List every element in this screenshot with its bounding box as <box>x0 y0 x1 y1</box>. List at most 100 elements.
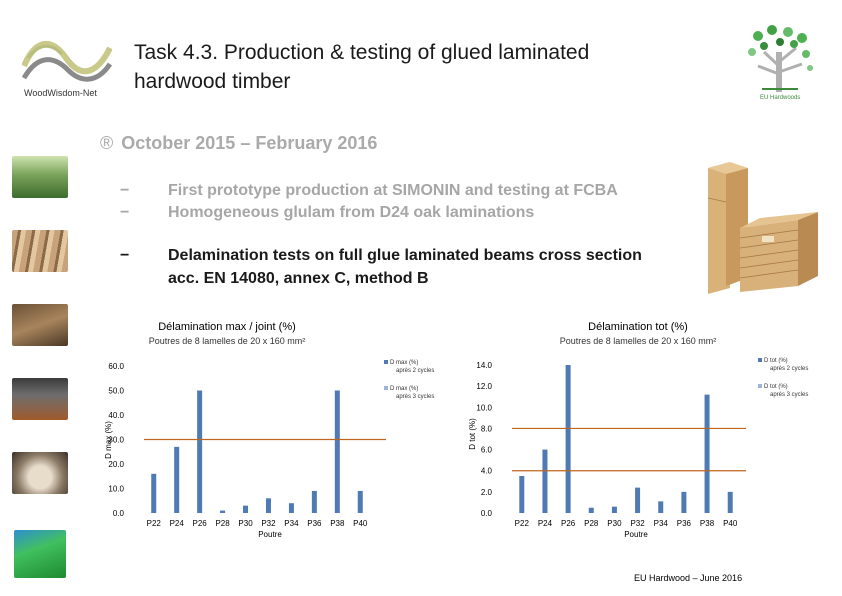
legend-label: D max (%) <box>390 360 418 366</box>
x-axis-ticks: P22 P24 P26 P28 P30 P32 P34 P36 P38 P40 <box>515 519 738 528</box>
beam-photo <box>12 378 68 420</box>
bar-p28 <box>220 510 226 513</box>
bullet-text: First prototype production at SIMONIN an… <box>168 182 618 199</box>
bar-p40 <box>357 490 363 513</box>
y-tick-label: 0.0 <box>481 509 493 518</box>
y-tick-label: 12.0 <box>476 382 492 391</box>
y-axis-ticks: 0.0 10.0 20.0 30.0 40.0 50.0 60.0 <box>108 362 124 518</box>
x-tick-label: P38 <box>330 519 345 528</box>
bar-p30 <box>243 505 249 513</box>
eu-hardwoods-caption: EU Hardwoods <box>760 95 801 101</box>
x-tick-label: P24 <box>538 519 553 528</box>
y-tick-label: 8.0 <box>481 424 493 433</box>
bullet-dash: − <box>120 204 130 221</box>
woodwisdom-wave-icon <box>21 40 113 82</box>
bar-p32 <box>265 498 271 513</box>
legend: D tot (%) après 2 cycles D tot (%) après 3 … <box>758 358 808 398</box>
x-tick-label: P34 <box>284 519 299 528</box>
bullet-dash: − <box>120 182 130 199</box>
bullet-text: Delamination tests on full glue laminate… <box>168 247 642 264</box>
chart-subtitle: Poutres de 8 lamelles de 20 x 160 mm² <box>149 336 306 346</box>
x-axis-ticks: P22 P24 P26 P28 P30 P32 P34 P36 P38 P40 <box>147 519 368 528</box>
x-tick-label: P26 <box>193 519 208 528</box>
bullet-dash: − <box>120 247 130 264</box>
bar-p34 <box>288 503 294 513</box>
y-tick-label: 40.0 <box>108 411 124 420</box>
x-tick-label: P32 <box>261 519 276 528</box>
registered-symbol: ® <box>100 133 114 153</box>
x-tick-label: P26 <box>561 519 576 528</box>
y-axis-ticks: 0.0 2.0 4.0 6.0 8.0 10.0 12.0 14.0 <box>476 361 492 518</box>
x-tick-label: P24 <box>170 519 185 528</box>
x-tick-label: P22 <box>147 519 162 528</box>
date-range-line: ® October 2015 – February 2016 <box>100 133 377 154</box>
y-axis-label: D max (%) <box>104 421 113 459</box>
y-tick-label: 4.0 <box>481 467 493 476</box>
y-tick-label: 0.0 <box>113 509 125 518</box>
legend-label-line2: après 2 cycles <box>770 366 808 372</box>
y-axis-label: D tot (%) <box>468 418 477 450</box>
bar-p34 <box>658 501 664 513</box>
bar-p26 <box>565 365 571 513</box>
x-tick-label: P28 <box>215 519 230 528</box>
bar-p22 <box>151 473 157 513</box>
bar-p32 <box>635 487 641 513</box>
x-tick-label: P36 <box>677 519 692 528</box>
legend: D max (%) après 2 cycles D max (%) après 3 … <box>384 360 434 400</box>
x-tick-label: P22 <box>515 519 530 528</box>
legend-label: D tot (%) <box>764 358 788 364</box>
x-tick-label: P30 <box>607 519 622 528</box>
y-tick-label: 10.0 <box>476 403 492 412</box>
legend-swatch <box>384 360 388 364</box>
legend-label-line2: après 2 cycles <box>396 368 434 374</box>
y-tick-label: 50.0 <box>108 387 124 396</box>
bars <box>519 365 733 513</box>
bar-p38 <box>704 394 710 513</box>
glulam-beam-photo <box>700 158 840 298</box>
x-tick-label: P40 <box>353 519 368 528</box>
bar-p36 <box>681 491 687 513</box>
legend-label: D max (%) <box>390 386 418 392</box>
bar-p28 <box>588 507 594 513</box>
reference-lines <box>512 427 746 472</box>
x-axis-label: Poutre <box>258 530 282 539</box>
x-tick-label: P38 <box>700 519 715 528</box>
chart-title: Délamination max / joint (%) <box>158 321 296 333</box>
delamination-tot-chart: Délamination tot (%) Poutres de 8 lamell… <box>468 321 808 539</box>
chart-subtitle: Poutres de 8 lamelles de 20 x 160 mm² <box>560 336 717 346</box>
sawmill-photo <box>12 452 68 494</box>
legend-swatch <box>758 384 762 388</box>
simulation-model-image <box>14 530 66 578</box>
x-tick-label: P36 <box>307 519 322 528</box>
bar-p38 <box>334 390 340 513</box>
y-tick-label: 20.0 <box>108 460 124 469</box>
legend-label-line2: après 3 cycles <box>396 394 434 400</box>
y-tick-label: 30.0 <box>108 436 124 445</box>
date-range: October 2015 – February 2016 <box>121 133 378 153</box>
x-tick-label: P32 <box>630 519 645 528</box>
bullet-text: acc. EN 14080, annex C, method B <box>168 270 429 287</box>
bar-p36 <box>311 490 317 513</box>
bar-p26 <box>197 390 203 513</box>
woodwisdom-caption: WoodWisdom-Net <box>24 88 97 98</box>
x-tick-label: P28 <box>584 519 599 528</box>
tree-icon <box>748 25 813 92</box>
woodwisdom-logo: WoodWisdom-Net <box>21 28 113 100</box>
delamination-max-chart: Délamination max / joint (%) Poutres de … <box>104 321 434 539</box>
x-tick-label: P34 <box>654 519 669 528</box>
bar-p40 <box>727 491 733 513</box>
y-tick-label: 6.0 <box>481 446 493 455</box>
y-tick-label: 14.0 <box>476 361 492 370</box>
legend-swatch <box>384 386 388 390</box>
bullet-text: Homogeneous glulam from D24 oak laminati… <box>168 204 535 221</box>
timber-photo <box>12 304 68 346</box>
logs-photo <box>12 230 68 272</box>
legend-label-line2: après 3 cycles <box>770 392 808 398</box>
slide-title-line-2: hardwood timber <box>134 70 291 93</box>
x-tick-label: P40 <box>723 519 738 528</box>
slide-title: Task 4.3. Production & testing of glued … <box>134 38 734 96</box>
x-axis-label: Poutre <box>624 530 648 539</box>
slide-title-line-1: Task 4.3. Production & testing of glued … <box>134 41 590 64</box>
y-tick-label: 10.0 <box>108 485 124 494</box>
x-tick-label: P30 <box>238 519 253 528</box>
